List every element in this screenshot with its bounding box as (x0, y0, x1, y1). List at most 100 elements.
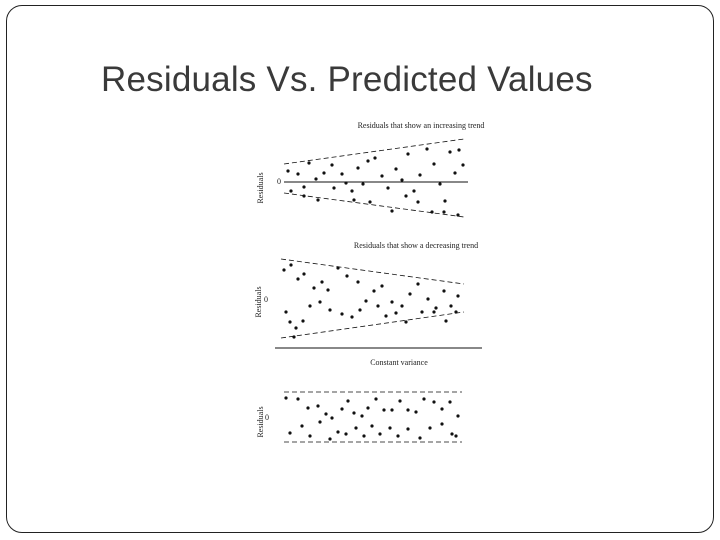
residual-point (306, 406, 310, 410)
residual-point (302, 272, 306, 276)
residual-point (302, 194, 306, 198)
residual-point (454, 310, 458, 314)
residual-point (370, 424, 374, 428)
residual-point (448, 150, 452, 154)
slide-title: Residuals Vs. Predicted Values (101, 60, 593, 99)
residual-point (360, 414, 364, 418)
residual-point (336, 430, 340, 434)
residual-point (386, 186, 390, 190)
residual-point (449, 304, 453, 308)
panel-decreasing: Residuals that show a decreasing trend R… (254, 241, 482, 349)
residual-point (358, 308, 362, 312)
residual-point (284, 396, 288, 400)
residual-point (296, 172, 300, 176)
residual-point (444, 319, 448, 323)
residual-point (456, 414, 460, 418)
residual-point (330, 416, 334, 420)
residual-point (288, 320, 292, 324)
residual-point (312, 286, 316, 290)
residual-point (394, 311, 398, 315)
residual-point (416, 200, 420, 204)
residual-point (430, 210, 434, 214)
residual-point (352, 198, 356, 202)
residual-point (396, 434, 400, 438)
residual-point (328, 308, 332, 312)
residual-point (380, 174, 384, 178)
residual-point (384, 314, 388, 318)
residual-point (440, 422, 444, 426)
residual-point (316, 198, 320, 202)
residual-point (428, 426, 432, 430)
panel-increasing-caption: Residuals that show an increasing trend (358, 121, 485, 130)
residual-point (450, 432, 454, 436)
residual-point (374, 397, 378, 401)
residual-point (344, 181, 348, 185)
residual-point (453, 171, 457, 175)
residual-point (408, 292, 412, 296)
residual-point (373, 156, 377, 160)
residual-point (378, 432, 382, 436)
panel-constant-points (284, 396, 460, 441)
residual-point (390, 408, 394, 412)
residual-point (314, 177, 318, 181)
residual-point (307, 161, 311, 165)
residual-point (442, 289, 446, 293)
residual-point (322, 171, 326, 175)
residual-point (289, 189, 293, 193)
residual-point (406, 408, 410, 412)
residual-point (440, 407, 444, 411)
residual-point (454, 434, 458, 438)
residual-point (456, 294, 460, 298)
residual-point (362, 434, 366, 438)
panel-constant-zero-label: 0 (265, 413, 269, 422)
residual-point (356, 280, 360, 284)
residual-point (352, 411, 356, 415)
residual-point (286, 169, 290, 173)
residual-point (356, 166, 360, 170)
residual-point (318, 300, 322, 304)
residual-point (328, 437, 332, 441)
residual-point (406, 427, 410, 431)
panel-increasing-ylabel: Residuals (256, 172, 265, 203)
residual-point (442, 210, 446, 214)
residual-point (420, 310, 424, 314)
residual-point (368, 200, 372, 204)
residual-point (414, 410, 418, 414)
residual-point (394, 167, 398, 171)
residual-point (380, 284, 384, 288)
panel-decreasing-upper-bound (280, 258, 465, 285)
residual-point (354, 426, 358, 430)
residual-point (388, 426, 392, 430)
residual-point (302, 185, 306, 189)
residual-point (376, 304, 380, 308)
residual-point (404, 320, 408, 324)
residual-point (340, 407, 344, 411)
residual-point (443, 199, 447, 203)
residual-point (340, 172, 344, 176)
residual-point (300, 424, 304, 428)
panel-decreasing-ylabel: Residuals (254, 286, 263, 317)
residual-point (412, 189, 416, 193)
residual-point (294, 326, 298, 330)
panel-increasing: Residuals that show an increasing trend … (256, 121, 485, 218)
residual-point (344, 432, 348, 436)
residual-point (461, 163, 465, 167)
residual-point (318, 420, 322, 424)
residual-point (361, 182, 365, 186)
panel-increasing-lower-bound (283, 192, 465, 218)
residual-point (456, 213, 460, 217)
residual-point (400, 304, 404, 308)
panel-constant-ylabel: Residuals (256, 406, 265, 437)
residual-point (336, 266, 340, 270)
residual-point (434, 306, 438, 310)
residual-point (340, 312, 344, 316)
residual-point (372, 289, 376, 293)
residual-point (418, 173, 422, 177)
panel-decreasing-lower-bound (280, 311, 465, 339)
residual-point (320, 280, 324, 284)
panel-constant: Constant variance Residuals 0 (256, 358, 462, 443)
panel-increasing-zero-label: 0 (277, 177, 281, 186)
residual-point (400, 178, 404, 182)
residual-point (366, 406, 370, 410)
residual-plots-figure: Residuals that show an increasing trend … (246, 116, 490, 470)
